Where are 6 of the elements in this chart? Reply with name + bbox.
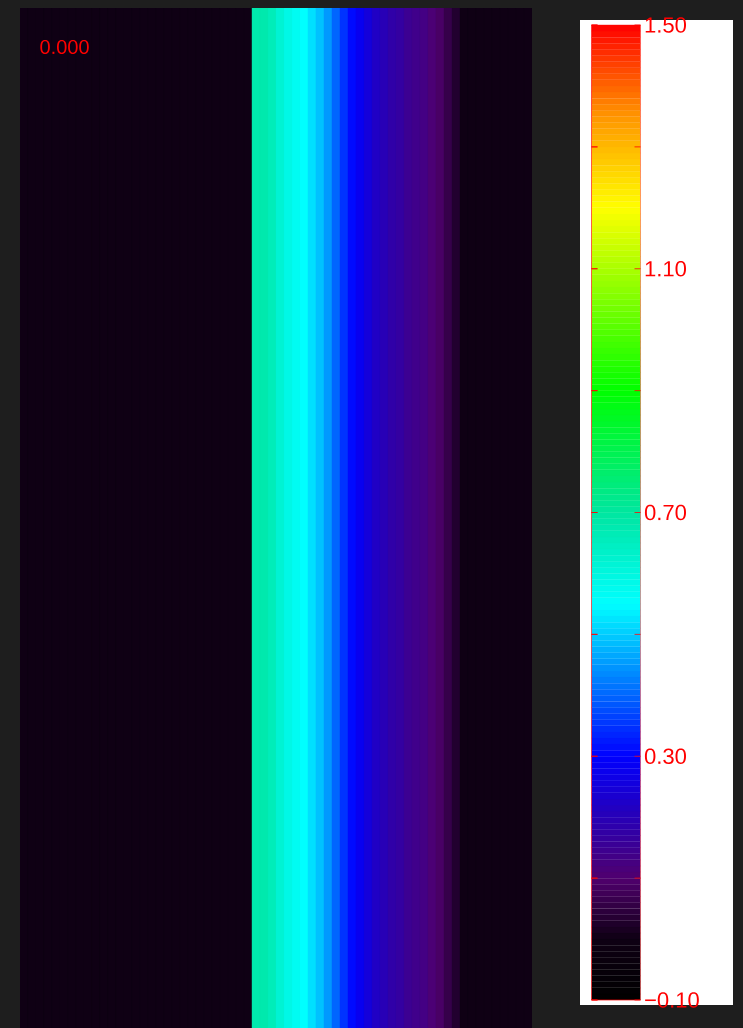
- annotation: 0.000: [40, 39, 89, 55]
- color-bar-label: 1.10: [645, 260, 687, 277]
- color-bar-label: 1.50: [645, 17, 687, 33]
- color-bar-label: 0.30: [644, 748, 687, 765]
- color-bar-label: 0.70: [644, 504, 687, 521]
- color-bar-label: −0.10: [645, 992, 699, 1008]
